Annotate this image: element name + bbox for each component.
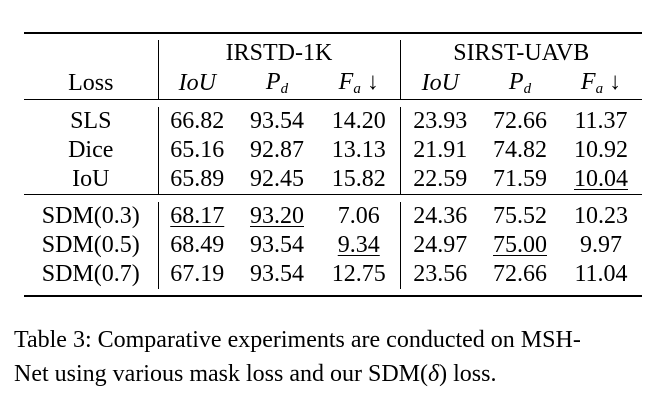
value-cell: 11.37 (574, 108, 628, 134)
value-cell: 9.34 (337, 232, 380, 258)
bottom-rule (24, 289, 642, 297)
value-cell: 24.36 (399, 202, 480, 231)
value-cell: 11.04 (574, 261, 628, 287)
header-rule (24, 99, 642, 107)
value-cell: 71.59 (493, 166, 547, 192)
value-cell: 22.59 (399, 165, 480, 195)
value-cell: 93.54 (250, 232, 304, 258)
value-cell: 68.17 (157, 202, 236, 231)
value-cell: 21.91 (399, 136, 480, 165)
value-cell: 92.45 (250, 166, 304, 192)
metric-subscript: a (595, 80, 604, 97)
metric-header-2: Fa ↓ (318, 67, 400, 100)
value-cell: 7.06 (337, 203, 380, 229)
value-cell: 67.19 (157, 260, 236, 289)
metric-subscript: a (353, 80, 361, 97)
value-cell: 14.20 (331, 108, 386, 134)
metric-symbol: IoU (421, 69, 459, 96)
metric-subscript: d (523, 80, 532, 97)
value-cell: 12.75 (331, 261, 386, 287)
value-cell: 24.97 (399, 231, 480, 260)
caption-delta-symbol: δ (427, 361, 440, 387)
results-table: IRSTD-1K SIRST-UAVB Loss IoU Pd Fa ↓ IoU Pd F… (24, 32, 642, 297)
value-cell: 66.82 (157, 107, 236, 136)
group-header-sirst: SIRST-UAVB (399, 40, 642, 67)
metric-symbol: P (265, 68, 281, 95)
metric-symbol: F (580, 68, 596, 95)
value-cell: 68.49 (157, 231, 236, 260)
metric-header-3: IoU (399, 67, 480, 100)
loss-name-cell: SLS (70, 108, 112, 134)
value-cell: 93.54 (250, 261, 304, 287)
metric-header-1: Pd (236, 67, 318, 100)
metric-symbol: F (338, 68, 354, 95)
loss-header: Loss (68, 69, 114, 96)
metric-header-4: Pd (480, 67, 560, 100)
metric-subscript: d (280, 80, 289, 97)
value-cell: 13.13 (331, 137, 386, 163)
group-header-irstd: IRSTD-1K (157, 40, 400, 67)
value-cell: 23.93 (399, 107, 480, 136)
table-row: IoU 65.89 92.45 15.82 22.59 71.59 10.04 (24, 165, 642, 195)
down-arrow-icon: ↓ (609, 68, 622, 95)
group-header-row: IRSTD-1K SIRST-UAVB (24, 40, 642, 67)
metric-header-5: Fa ↓ (560, 67, 642, 100)
value-cell: 72.66 (493, 261, 547, 287)
value-cell: 9.97 (580, 232, 622, 258)
value-cell: 65.16 (157, 136, 236, 165)
loss-name-cell: IoU (72, 166, 110, 192)
table-row: SLS 66.82 93.54 14.20 23.93 72.66 11.37 (24, 107, 642, 136)
caption-line-2-prefix: Net using various mask loss and our SDM( (14, 361, 428, 387)
loss-name-cell: SDM(0.3) (41, 203, 140, 229)
top-rule (24, 32, 642, 40)
value-cell: 93.54 (250, 108, 304, 134)
table-row: SDM(0.3) 68.17 93.20 7.06 24.36 75.52 10.23 (24, 202, 642, 231)
empty-header-cell (24, 40, 158, 67)
table-row: SDM(0.5) 68.49 93.54 9.34 24.97 75.00 9.97 (24, 231, 642, 260)
value-cell: 93.20 (250, 203, 304, 229)
value-cell: 65.89 (157, 165, 236, 195)
table-row: Dice 65.16 92.87 13.13 21.91 74.82 10.92 (24, 136, 642, 165)
metric-symbol: IoU (178, 69, 216, 96)
value-cell: 75.52 (493, 203, 547, 229)
metric-symbol: P (508, 68, 524, 95)
value-cell: 10.04 (574, 166, 628, 192)
caption-line-2: Net using various mask loss and our SDM(… (14, 357, 654, 391)
metric-header-0: IoU (157, 67, 236, 100)
loss-name-cell: Dice (68, 137, 114, 163)
table-row: SDM(0.7) 67.19 93.54 12.75 23.56 72.66 11.04 (24, 260, 642, 289)
caption-line-2-suffix: ) loss. (439, 361, 497, 387)
value-cell: 15.82 (331, 166, 386, 192)
caption-line-1: Table 3: Comparative experiments are con… (14, 327, 581, 353)
value-cell: 74.82 (493, 137, 547, 163)
value-cell: 10.23 (574, 203, 628, 229)
value-cell: 10.92 (574, 137, 628, 163)
value-cell: 23.56 (399, 260, 480, 289)
loss-name-cell: SDM(0.5) (41, 232, 140, 258)
value-cell: 92.87 (250, 137, 304, 163)
group-separator-rule (24, 194, 642, 202)
loss-name-cell: SDM(0.7) (41, 261, 140, 287)
down-arrow-icon: ↓ (366, 68, 379, 95)
value-cell: 72.66 (493, 108, 547, 134)
value-cell: 75.00 (493, 232, 547, 258)
table-body: IRSTD-1K SIRST-UAVB Loss IoU Pd Fa ↓ IoU Pd F… (24, 32, 642, 297)
metric-header-row: Loss IoU Pd Fa ↓ IoU Pd Fa ↓ (24, 67, 642, 100)
table-caption: Table 3: Comparative experiments are con… (14, 323, 654, 391)
